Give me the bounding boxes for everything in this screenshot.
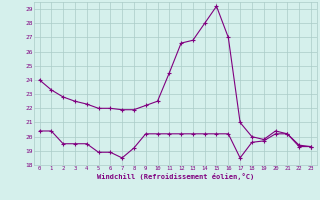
X-axis label: Windchill (Refroidissement éolien,°C): Windchill (Refroidissement éolien,°C) (97, 173, 254, 180)
